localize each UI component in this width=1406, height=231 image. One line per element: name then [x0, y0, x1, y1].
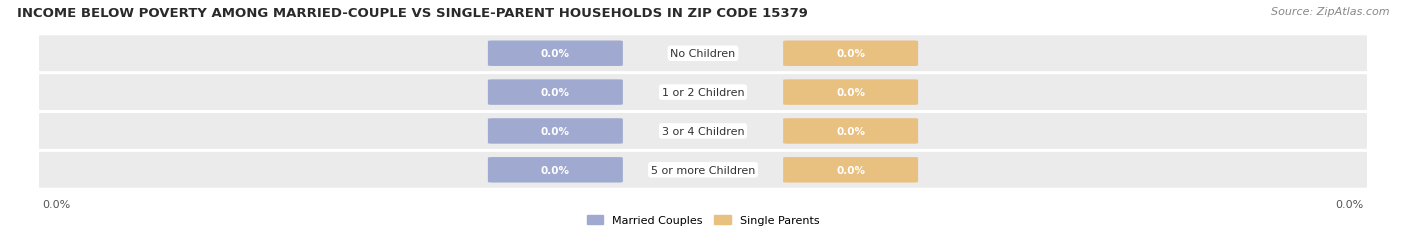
Text: 0.0%: 0.0%: [541, 126, 569, 136]
Text: No Children: No Children: [671, 49, 735, 59]
Text: 0.0%: 0.0%: [541, 88, 569, 98]
Text: INCOME BELOW POVERTY AMONG MARRIED-COUPLE VS SINGLE-PARENT HOUSEHOLDS IN ZIP COD: INCOME BELOW POVERTY AMONG MARRIED-COUPL…: [17, 7, 807, 20]
FancyBboxPatch shape: [38, 112, 1368, 150]
FancyBboxPatch shape: [783, 119, 918, 144]
FancyBboxPatch shape: [38, 74, 1368, 112]
Text: 5 or more Children: 5 or more Children: [651, 165, 755, 175]
Text: 0.0%: 0.0%: [837, 126, 865, 136]
FancyBboxPatch shape: [488, 157, 623, 183]
FancyBboxPatch shape: [783, 157, 918, 183]
Text: 0.0%: 0.0%: [837, 88, 865, 98]
Text: 0.0%: 0.0%: [837, 165, 865, 175]
FancyBboxPatch shape: [488, 119, 623, 144]
Legend: Married Couples, Single Parents: Married Couples, Single Parents: [586, 215, 820, 225]
Text: 1 or 2 Children: 1 or 2 Children: [662, 88, 744, 98]
FancyBboxPatch shape: [488, 80, 623, 105]
Text: Source: ZipAtlas.com: Source: ZipAtlas.com: [1271, 7, 1389, 17]
Text: 0.0%: 0.0%: [42, 199, 70, 209]
FancyBboxPatch shape: [488, 41, 623, 67]
Text: 0.0%: 0.0%: [541, 49, 569, 59]
FancyBboxPatch shape: [38, 35, 1368, 73]
FancyBboxPatch shape: [783, 80, 918, 105]
Text: 0.0%: 0.0%: [837, 49, 865, 59]
Text: 0.0%: 0.0%: [541, 165, 569, 175]
FancyBboxPatch shape: [38, 151, 1368, 189]
FancyBboxPatch shape: [783, 41, 918, 67]
Text: 0.0%: 0.0%: [1336, 199, 1364, 209]
Text: 3 or 4 Children: 3 or 4 Children: [662, 126, 744, 136]
